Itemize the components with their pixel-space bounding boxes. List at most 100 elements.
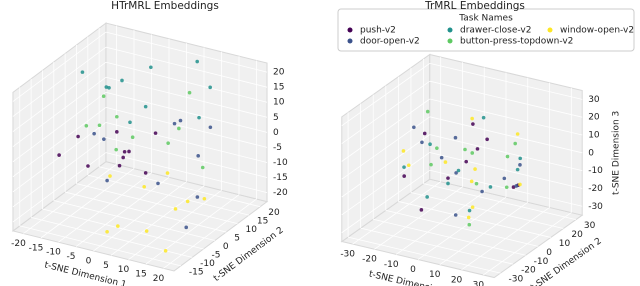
y-tick-label: 0 — [223, 242, 229, 252]
grid-line — [12, 76, 107, 147]
legend-label: button-press-topdown-v2 — [460, 37, 573, 47]
point — [515, 132, 520, 136]
z-tick-label: -10 — [273, 158, 288, 168]
y-tick-label: -5 — [212, 250, 221, 260]
grid-line — [128, 190, 222, 260]
grid-line — [105, 31, 268, 73]
grid-line — [58, 172, 152, 243]
point — [197, 115, 201, 120]
point — [419, 208, 424, 212]
grid-line — [40, 168, 135, 239]
point — [178, 118, 183, 123]
point — [208, 85, 212, 90]
point — [471, 122, 475, 126]
point — [515, 167, 520, 172]
legend-marker — [347, 27, 353, 33]
y-tick-label: 5 — [234, 234, 240, 244]
point — [469, 179, 474, 184]
point — [80, 70, 85, 74]
point — [464, 159, 468, 164]
grid-line — [410, 192, 564, 229]
x-tick-label: -20 — [362, 255, 377, 265]
point — [481, 115, 486, 120]
point — [402, 165, 406, 169]
point — [57, 153, 61, 157]
point — [153, 131, 158, 135]
grid-line — [76, 183, 238, 224]
point — [86, 164, 90, 168]
point — [470, 205, 475, 209]
x-tick-label: -10 — [46, 248, 61, 258]
point — [446, 181, 450, 186]
grid-line — [373, 218, 526, 256]
z-tick-label: 30 — [588, 95, 600, 105]
grid-line — [163, 198, 257, 269]
point — [105, 229, 109, 234]
grid-line — [105, 107, 268, 148]
point — [454, 171, 458, 175]
point — [128, 120, 132, 125]
point — [120, 78, 124, 83]
z-tick-label: -30 — [588, 202, 603, 212]
grid-line — [385, 209, 539, 247]
point — [117, 163, 122, 168]
legend-label: door-open-v2 — [360, 37, 420, 47]
point — [453, 213, 458, 217]
x-tick-label: 20 — [451, 275, 463, 285]
grid-line — [105, 122, 268, 163]
z-tick-label: -20 — [273, 188, 288, 198]
point — [101, 94, 106, 98]
z-tick-label: 15 — [273, 83, 284, 93]
point — [185, 199, 190, 204]
x-tick-label: 30 — [473, 280, 485, 286]
point — [518, 182, 522, 187]
legend-title: Task Names — [458, 14, 513, 24]
point — [173, 207, 178, 211]
point — [514, 184, 519, 188]
point — [172, 121, 177, 126]
x-tick-label: 5 — [103, 261, 109, 271]
point — [165, 171, 170, 175]
legend-label: window-open-v2 — [560, 26, 634, 36]
point — [200, 165, 205, 170]
legend-label: drawer-close-v2 — [460, 26, 531, 36]
point — [115, 114, 119, 119]
grid-line — [341, 80, 431, 144]
legend-label: push-v2 — [360, 26, 396, 36]
point — [195, 195, 200, 199]
point — [108, 174, 112, 178]
chart-title: HTrMRL Embeddings — [111, 0, 219, 12]
grid-line — [360, 227, 514, 265]
grid-line — [429, 134, 583, 172]
point — [463, 147, 467, 152]
z-tick-label: -5 — [273, 143, 282, 153]
point — [513, 141, 518, 146]
legend-marker — [347, 38, 353, 44]
point — [439, 155, 444, 160]
point — [518, 156, 523, 161]
point — [518, 163, 522, 167]
y-tick-label: 15 — [257, 217, 268, 227]
grid-line — [99, 166, 261, 208]
point — [114, 147, 118, 152]
grid-line — [110, 185, 205, 256]
z-tick-label: -10 — [588, 166, 603, 176]
x-tick-label: -5 — [66, 252, 75, 262]
y-tick-label: 10 — [246, 225, 258, 235]
point — [412, 125, 416, 130]
grid-line — [105, 91, 268, 133]
y-tick-label: 20 — [571, 230, 583, 240]
point — [143, 171, 148, 175]
y-tick-label: 0 — [546, 248, 552, 258]
point — [502, 176, 507, 181]
point — [467, 208, 472, 213]
grid-line — [341, 152, 431, 216]
point — [401, 149, 406, 153]
z-tick-label: -20 — [588, 184, 603, 194]
point — [184, 225, 189, 230]
grid-line — [341, 134, 431, 198]
grid-line — [12, 46, 107, 117]
point — [504, 185, 509, 190]
y-tick-label: 10 — [559, 239, 571, 249]
point — [116, 224, 120, 228]
